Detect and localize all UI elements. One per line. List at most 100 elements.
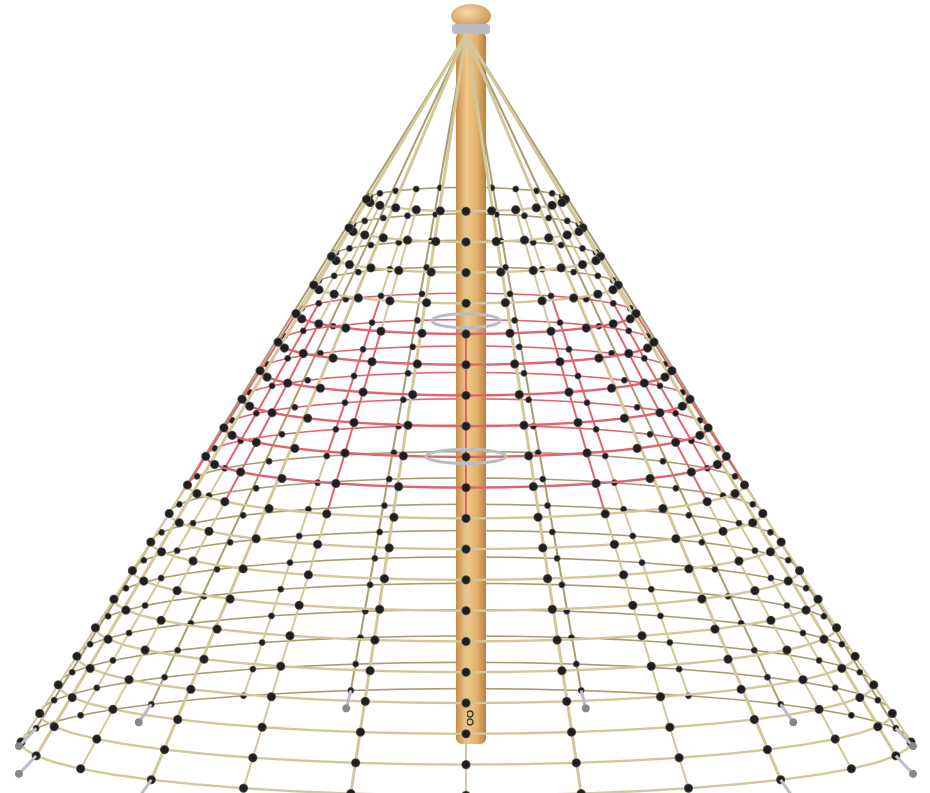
rope-knot [161,673,168,681]
ring-rope [408,371,437,375]
rope-knot [750,646,758,654]
ring-rope [393,451,430,454]
rope-knot [158,528,165,536]
ring-rope [345,504,385,508]
rope-knot [830,734,840,744]
ring-rope [602,377,625,382]
rope-knot [398,451,408,461]
ring-rope [379,530,423,533]
rope-knot [431,236,441,247]
rope-knot [487,206,497,216]
rope-knot [531,203,541,213]
rope-knot [544,233,554,243]
rope-knot [592,425,600,433]
rope-knot [252,409,260,417]
rope-knot [555,357,565,367]
rope-knot [695,430,705,440]
rope-knot [290,443,300,453]
ring-rope [160,572,187,579]
ring-rope [524,688,582,692]
ring-rope [229,615,272,621]
ring-rope [338,531,380,535]
ring-rope [593,604,633,609]
radial-rope [349,33,467,692]
rope-knot [402,235,413,245]
ring-rope [621,726,670,732]
ring-rope [561,584,608,588]
rope-knot [212,624,222,634]
rope-knot [276,661,286,671]
ring-rope [96,737,128,746]
rope-knot [376,528,384,536]
rope-knot [68,668,76,676]
rope-knot [749,714,759,725]
ring-rope [502,451,539,454]
ring-rope [54,714,81,723]
rope-knot [127,566,138,576]
rope-knot [461,698,471,708]
ring-rope [623,570,658,577]
ring-rope [251,631,291,637]
rope-knot [239,511,247,519]
ring-rope [651,661,692,668]
ring-rope [495,424,524,428]
rope-knot [461,729,471,739]
ring-rope [400,293,423,296]
rope-knot [188,556,198,566]
rope-knot [461,483,471,493]
anchor-cable [779,778,792,793]
ring-rope [533,425,566,429]
rope-knot [545,214,553,222]
ring-rope [662,460,688,466]
rope-knot [174,646,182,654]
rope-knot [121,605,131,615]
ring-rope [201,541,231,548]
ring-rope [262,638,311,644]
ring-rope [206,752,253,759]
ring-rope [514,669,562,674]
ring-rope [359,514,394,519]
rope-knot [461,390,471,401]
rope-knot [67,692,77,703]
rope-knot [601,452,609,460]
rope-knot [645,473,655,484]
net-rope [891,712,912,743]
ring-rope [621,638,670,644]
rope-knot [109,594,119,604]
rope-knot [344,223,354,233]
rope-knot [739,480,750,490]
rope-knot [548,189,556,197]
metal-ring [430,312,502,330]
rope-knot [365,666,375,676]
ring-rope [547,504,587,508]
rope-knot [794,566,805,576]
ring-rope [299,532,339,537]
rope-knot [569,293,579,303]
ring-rope [596,428,625,433]
ring-rope [572,512,606,518]
rope-knot [632,443,642,453]
rope-knot [375,604,385,614]
ring-rope [127,743,165,751]
anchor-cable [17,754,38,775]
rope-knot [411,205,421,215]
rope-knot [140,645,150,655]
ring-rope [355,661,411,665]
rope-knot [609,539,620,549]
rope-knot [573,417,583,428]
ring-rope [251,561,291,567]
rope-knot [265,457,273,465]
rope-knot [819,634,829,644]
rope-knot [869,680,879,690]
rope-knot [461,667,471,677]
rope-knot [874,696,882,704]
ring-rope [271,695,318,701]
ring-rope [373,453,404,458]
rope-knot [802,584,810,592]
ring-rope [262,726,311,732]
rope-knot [798,675,808,685]
rope-knot [360,230,370,240]
rope-knot [496,267,506,277]
rope-knot [799,629,807,637]
ring-rope [379,608,423,612]
